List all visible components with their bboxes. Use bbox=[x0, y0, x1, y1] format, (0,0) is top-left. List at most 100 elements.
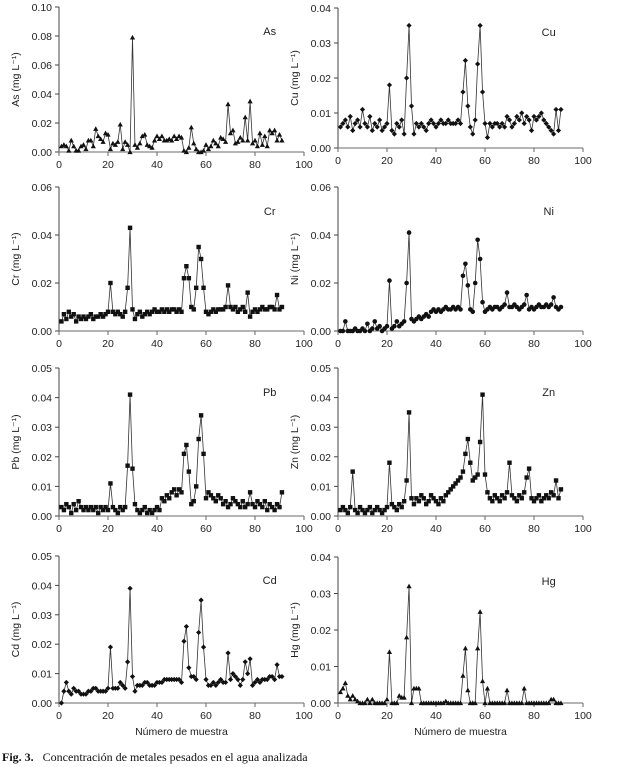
data-point bbox=[169, 137, 175, 143]
data-point bbox=[419, 493, 424, 498]
data-point bbox=[233, 304, 238, 310]
data-point bbox=[352, 696, 358, 702]
data-point bbox=[208, 493, 214, 498]
data-point bbox=[392, 504, 397, 510]
data-point bbox=[64, 501, 69, 507]
data-point bbox=[352, 120, 358, 127]
panel-cu: 0.00 0.01 0.02 0.03 0.04 0 20 40 60 80 100 Cu (mg L… bbox=[289, 3, 592, 167]
data-point bbox=[465, 436, 471, 442]
data-point bbox=[71, 501, 76, 507]
data-point bbox=[167, 496, 172, 501]
data-point bbox=[539, 499, 544, 504]
data-point bbox=[230, 307, 236, 312]
data-point bbox=[502, 700, 508, 706]
data-point bbox=[232, 140, 238, 146]
data-point bbox=[404, 75, 410, 81]
data-point bbox=[200, 147, 207, 153]
data-point bbox=[189, 501, 194, 507]
data-point bbox=[428, 493, 434, 498]
y-tick-label: 0.04 bbox=[311, 3, 332, 15]
data-point bbox=[345, 693, 351, 698]
data-point bbox=[389, 501, 395, 507]
y-tick-label: 0.00 bbox=[32, 511, 53, 523]
data-point bbox=[78, 143, 84, 149]
x-tick-label: 20 bbox=[381, 338, 393, 350]
data-point bbox=[183, 623, 189, 630]
data-point bbox=[252, 679, 258, 686]
data-point bbox=[524, 113, 530, 120]
x-tick-label: 60 bbox=[200, 159, 212, 171]
data-point bbox=[426, 499, 431, 504]
y-axis-title: As (mg L⁻¹) bbox=[10, 52, 22, 107]
data-point bbox=[277, 307, 282, 312]
data-point bbox=[230, 127, 236, 133]
data-point bbox=[477, 256, 483, 262]
data-point bbox=[528, 127, 535, 134]
data-point bbox=[174, 493, 179, 498]
data-point bbox=[118, 312, 123, 317]
y-axis-title: Zn (mg L⁻¹) bbox=[289, 415, 301, 470]
x-tick-label: 100 bbox=[295, 710, 313, 722]
data-point bbox=[181, 276, 187, 281]
x-axis-title: Número de muestra bbox=[414, 726, 507, 738]
data-point bbox=[86, 314, 91, 319]
data-point bbox=[477, 609, 483, 614]
data-point bbox=[372, 507, 377, 513]
data-point bbox=[100, 314, 106, 319]
data-point bbox=[107, 146, 114, 152]
x-tick-label: 40 bbox=[151, 523, 163, 535]
data-point bbox=[445, 117, 451, 123]
data-point bbox=[194, 285, 199, 290]
x-tick-label: 40 bbox=[151, 338, 163, 350]
data-point bbox=[482, 472, 488, 477]
data-point bbox=[499, 493, 505, 498]
data-point bbox=[76, 314, 81, 319]
data-point bbox=[218, 496, 223, 501]
data-point bbox=[367, 504, 373, 510]
y-tick-label: 0.01 bbox=[311, 108, 332, 120]
data-point bbox=[453, 120, 459, 127]
data-point bbox=[516, 117, 522, 123]
data-point bbox=[154, 504, 160, 510]
data-point bbox=[125, 463, 130, 468]
data-point bbox=[426, 314, 431, 319]
x-tick-label: 40 bbox=[151, 159, 163, 171]
x-tick-label: 20 bbox=[381, 155, 393, 167]
data-point bbox=[110, 309, 116, 314]
data-point bbox=[257, 679, 263, 686]
data-point bbox=[480, 299, 485, 305]
data-point bbox=[534, 496, 539, 501]
data-point bbox=[394, 319, 400, 324]
data-point bbox=[242, 114, 248, 120]
data-point bbox=[343, 507, 348, 513]
data-point bbox=[377, 323, 382, 329]
data-point bbox=[345, 510, 350, 516]
data-point bbox=[194, 484, 199, 489]
data-point bbox=[507, 460, 512, 465]
data-point bbox=[240, 137, 246, 143]
data-point bbox=[391, 131, 397, 137]
data-point bbox=[90, 143, 96, 149]
y-tick-label: 0.04 bbox=[32, 580, 53, 592]
data-point bbox=[247, 98, 253, 104]
data-point bbox=[269, 673, 275, 680]
data-point bbox=[88, 504, 94, 510]
data-point bbox=[546, 124, 552, 130]
data-point bbox=[416, 124, 422, 130]
data-point bbox=[88, 312, 94, 317]
data-point bbox=[279, 673, 285, 680]
x-tick-label: 0 bbox=[56, 338, 62, 350]
data-point bbox=[179, 490, 184, 495]
data-point bbox=[196, 244, 201, 250]
y-tick-label: 0.05 bbox=[311, 363, 332, 375]
data-point bbox=[269, 130, 275, 136]
data-point bbox=[460, 673, 466, 678]
data-point bbox=[443, 493, 448, 498]
data-point bbox=[91, 316, 96, 322]
data-point bbox=[254, 143, 261, 149]
data-point bbox=[149, 309, 155, 314]
data-point bbox=[394, 120, 400, 127]
data-point bbox=[555, 127, 562, 134]
data-point bbox=[179, 309, 184, 314]
data-point bbox=[235, 309, 241, 314]
